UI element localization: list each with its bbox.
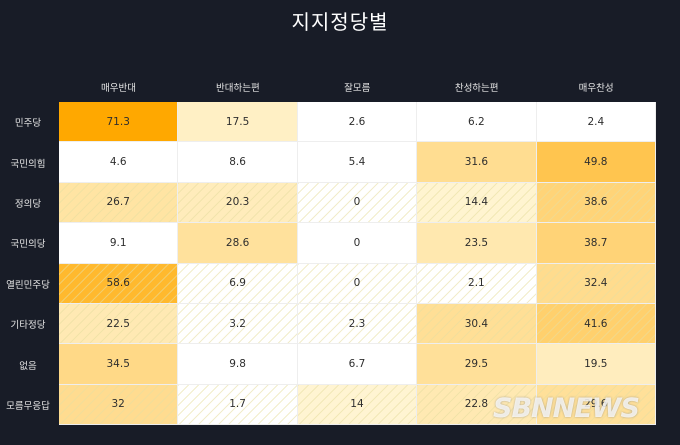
heatmap-cell: 0 xyxy=(297,182,418,224)
heatmap-cell: 29.5 xyxy=(417,344,537,385)
row-header: 민주당 xyxy=(14,118,42,130)
heatmap-cell: 38.7 xyxy=(536,223,656,264)
row-header: 모름무응답 xyxy=(6,401,50,412)
heatmap-cell: 49.8 xyxy=(536,142,656,183)
heatmap-cell: 5.4 xyxy=(297,142,418,183)
heatmap-cell: 0 xyxy=(297,263,418,304)
heatmap-cell: 23.5 xyxy=(417,223,537,264)
heatmap-cell: 32.4 xyxy=(536,263,656,304)
heatmap-cell: 9.1 xyxy=(59,223,179,264)
chart-title: 지지정당별 xyxy=(291,10,389,34)
heatmap-cell: 30.4 xyxy=(417,304,537,345)
row-header: 정의당 xyxy=(14,199,42,210)
heatmap-cell: 32 xyxy=(59,384,179,426)
row-header: 국민의당 xyxy=(10,239,46,251)
heatmap-cell: 22.5 xyxy=(59,304,179,345)
heatmap-cell: 38.6 xyxy=(536,182,656,224)
heatmap-cell: 34.5 xyxy=(59,344,179,385)
heatmap-cell: 0 xyxy=(297,223,418,264)
heatmap-cell: 1.7 xyxy=(178,384,298,426)
heatmap-grid: 71.3 17.5 2.6 6.2 2.4 4.6 8.6 5.4 31.6 49.8 26.7 20… xyxy=(59,102,656,426)
column-header: 잘모름 xyxy=(344,83,371,94)
heatmap-cell: 58.6 xyxy=(59,263,179,304)
column-header: 찬성하는편 xyxy=(454,83,499,94)
heatmap-cell: 28.6 xyxy=(178,223,298,264)
heatmap-cell: 2.1 xyxy=(417,263,537,304)
heatmap-cell: 26.7 xyxy=(59,182,179,224)
row-header: 국민의힘 xyxy=(10,158,46,170)
heatmap-cell: 8.6 xyxy=(178,142,298,183)
heatmap-cell: 17.5 xyxy=(178,102,298,143)
heatmap-cell: 29.6 xyxy=(536,384,656,426)
heatmap-cell: 6.2 xyxy=(417,102,537,143)
heatmap-cell: 20.3 xyxy=(178,182,298,224)
column-header: 매우찬성 xyxy=(578,83,614,94)
heatmap-cell: 2.3 xyxy=(297,304,418,345)
row-header: 열린민주당 xyxy=(6,279,50,291)
heatmap-cell: 31.6 xyxy=(417,142,537,183)
heatmap-cell: 2.6 xyxy=(297,102,418,143)
column-header: 반대하는편 xyxy=(216,83,260,94)
column-header: 매우반대 xyxy=(101,83,136,94)
heatmap-cell: 41.6 xyxy=(536,304,656,345)
heatmap-cell: 3.2 xyxy=(178,304,298,345)
heatmap-cell: 6.7 xyxy=(297,344,418,385)
row-header: 없음 xyxy=(19,360,37,372)
heatmap-cell: 14.4 xyxy=(417,182,537,224)
heatmap-cell: 22.8 xyxy=(417,384,537,426)
heatmap-cell: 2.4 xyxy=(536,102,656,143)
heatmap-cell: 14 xyxy=(297,384,418,426)
heatmap-cell: 6.9 xyxy=(178,263,298,304)
heatmap-cell: 71.3 xyxy=(59,102,179,143)
row-header: 기타정당 xyxy=(10,320,46,332)
heatmap-cell: 9.8 xyxy=(178,344,298,385)
heatmap-cell: 19.5 xyxy=(536,344,656,385)
heatmap-cell: 4.6 xyxy=(59,142,179,183)
